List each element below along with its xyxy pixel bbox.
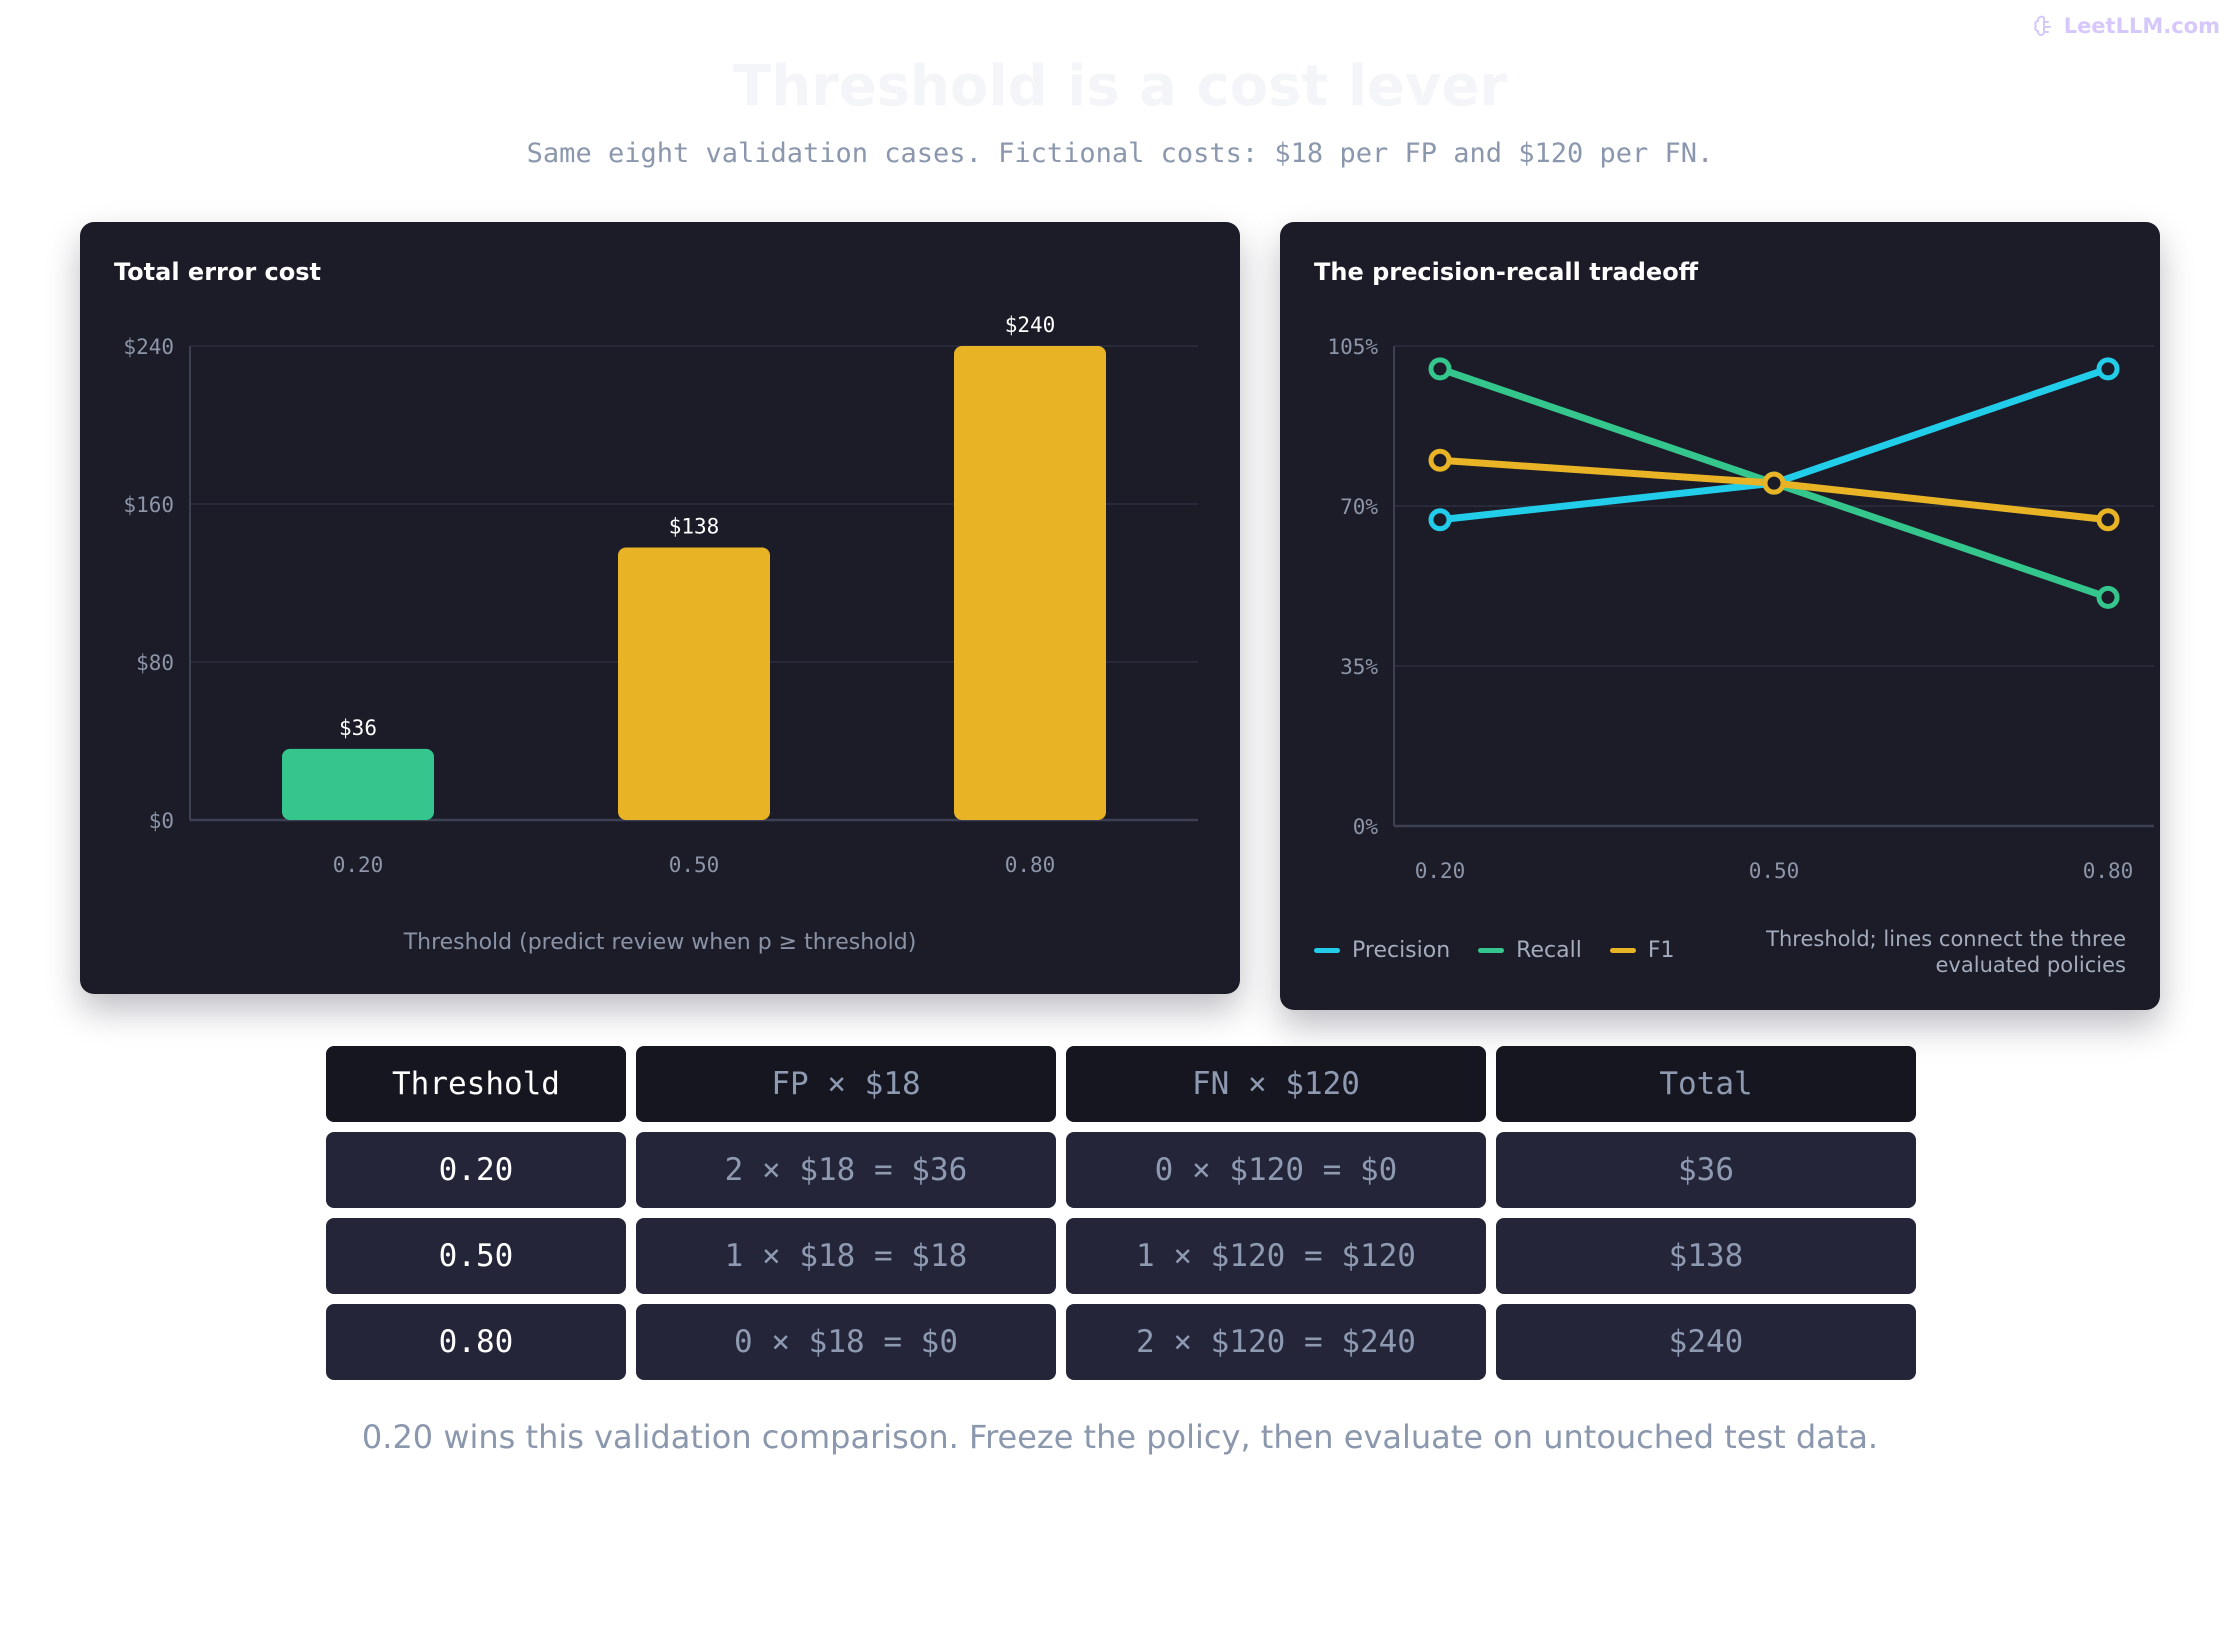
y-tick-label: $80 <box>136 651 174 675</box>
cost-chart-xlabel: Threshold (predict review when p ≥ thres… <box>403 930 917 955</box>
footnote: 0.20 wins this validation comparison. Fr… <box>361 1418 1879 1456</box>
page-title: Threshold is a cost lever <box>733 54 1507 119</box>
table-cell-threshold: 0.20 <box>326 1132 626 1208</box>
bar <box>282 748 434 820</box>
y-tick-label: $0 <box>149 809 174 833</box>
table-header-fp: FP × $18 <box>636 1046 1056 1122</box>
page-subtitle: Same eight validation cases. Fictional c… <box>526 138 1714 169</box>
legend-swatch-recall <box>1478 948 1505 953</box>
y-tick-label: $240 <box>123 335 174 359</box>
y-tick-label: 70% <box>1340 495 1378 519</box>
table-cell-fn: 0 × $120 = $0 <box>1066 1132 1486 1208</box>
brand-label: LeetLLM.com <box>2063 14 2220 38</box>
brain-icon <box>2033 15 2051 36</box>
data-point-f1 <box>1428 448 1452 472</box>
legend-item-recall: Recall <box>1478 938 1582 963</box>
legend-label-f1: F1 <box>1647 938 1675 963</box>
legend-label-recall: Recall <box>1516 938 1582 963</box>
table-cell-fn: 1 × $120 = $120 <box>1066 1218 1486 1294</box>
bar-value-label: $36 <box>339 716 377 740</box>
data-point-precision <box>1428 508 1452 532</box>
pr-line-chart: 0% 35% 70% 105% 0.20 0.50 0.80 <box>1327 335 2154 883</box>
brand-logo[interactable]: LeetLLM.com <box>2032 14 2220 38</box>
table-cell-threshold: 0.80 <box>326 1304 626 1380</box>
pr-chart-xlabel: Threshold; lines connect the three evalu… <box>1766 927 2126 977</box>
cost-chart-title: Total error cost <box>114 258 322 286</box>
x-tick-label: 0.50 <box>1749 859 1800 883</box>
series-line-precision <box>1436 365 2112 524</box>
legend-item-f1: F1 <box>1609 938 1675 963</box>
pr-chart-legend: Precision Recall F1 <box>1314 938 1674 963</box>
bar-value-label: $138 <box>669 514 720 538</box>
y-tick-label: 0% <box>1353 815 1379 839</box>
table-cell-threshold: 0.50 <box>326 1218 626 1294</box>
table-cell-total: $36 <box>1496 1132 1916 1208</box>
bar <box>618 547 770 820</box>
pr-chart-title: The precision-recall tradeoff <box>1314 258 1699 286</box>
table-header-fn: FN × $120 <box>1066 1046 1486 1122</box>
x-tick-label: 0.20 <box>333 853 384 877</box>
cost-table: Threshold FP × $18 FN × $120 Total 0.20 … <box>326 1046 1916 1380</box>
data-point-precision <box>2096 357 2120 381</box>
legend-swatch-precision <box>1314 948 1340 953</box>
pr-chart-panel: The precision-recall tradeoff 0% 35% 70% 10… <box>1280 222 2160 1010</box>
legend-swatch-f1 <box>1609 948 1636 953</box>
bar-value-label: $240 <box>1005 313 1056 337</box>
cost-bar-chart: $0 $80 $160 $240 $36 0.20 $138 0.50 $240 0.80 <box>123 313 1198 877</box>
data-point-f1 <box>2096 508 2120 532</box>
x-tick-label: 0.80 <box>1005 853 1056 877</box>
legend-item-precision: Precision <box>1314 938 1450 963</box>
table-cell-fn: 2 × $120 = $240 <box>1066 1304 1486 1380</box>
x-tick-label: 0.80 <box>2083 859 2134 883</box>
y-tick-label: 35% <box>1340 655 1378 679</box>
table-cell-total: $240 <box>1496 1304 1916 1380</box>
x-tick-label: 0.20 <box>1415 859 1466 883</box>
table-cell-fp: 0 × $18 = $0 <box>636 1304 1056 1380</box>
table-header-threshold: Threshold <box>326 1046 626 1122</box>
table-cell-total: $138 <box>1496 1218 1916 1294</box>
y-tick-label: 105% <box>1327 335 1378 359</box>
data-point-recall <box>1428 357 1452 381</box>
table-cell-fp: 2 × $18 = $36 <box>636 1132 1056 1208</box>
bar <box>954 346 1106 820</box>
y-tick-label: $160 <box>123 493 174 517</box>
data-point-recall <box>2096 585 2120 609</box>
cost-chart-panel: Total error cost $0 $80 $160 $240 $36 0.20 $13… <box>80 222 1240 994</box>
table-cell-fp: 1 × $18 = $18 <box>636 1218 1056 1294</box>
table-header-total: Total <box>1496 1046 1916 1122</box>
data-point-f1 <box>1762 471 1786 495</box>
x-tick-label: 0.50 <box>669 853 720 877</box>
legend-label-precision: Precision <box>1352 938 1451 963</box>
